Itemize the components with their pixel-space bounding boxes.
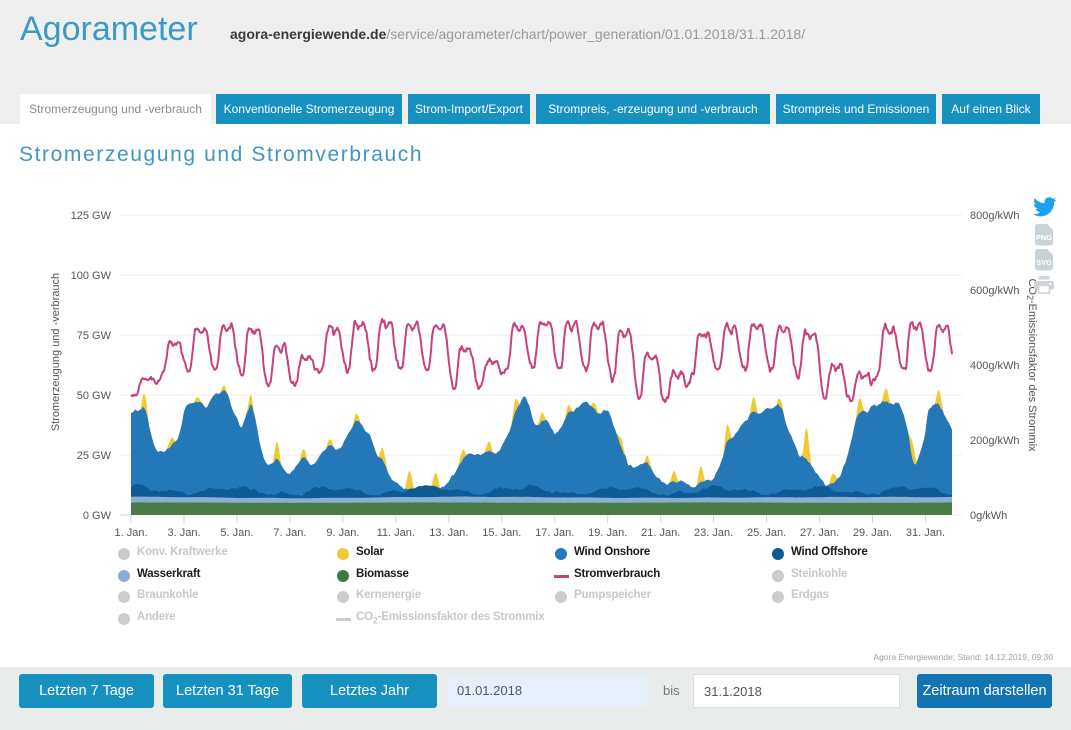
svg-text:5. Jan.: 5. Jan. bbox=[220, 527, 253, 539]
svg-text:27. Jan.: 27. Jan. bbox=[800, 527, 839, 539]
svg-text:SVG: SVG bbox=[1036, 258, 1052, 267]
svg-text:21. Jan.: 21. Jan. bbox=[641, 527, 680, 539]
svg-text:15. Jan.: 15. Jan. bbox=[482, 527, 521, 539]
svg-text:29. Jan.: 29. Jan. bbox=[853, 527, 892, 539]
svg-text:400g/kWh: 400g/kWh bbox=[970, 360, 1020, 372]
svg-text:0g/kWh: 0g/kWh bbox=[970, 510, 1007, 522]
svg-text:Stromerzeugung und -verbrauch: Stromerzeugung und -verbrauch bbox=[50, 273, 62, 431]
svg-text:17. Jan.: 17. Jan. bbox=[535, 527, 574, 539]
svg-text:200g/kWh: 200g/kWh bbox=[970, 435, 1020, 447]
svg-text:600g/kWh: 600g/kWh bbox=[970, 285, 1020, 297]
svg-text:7. Jan.: 7. Jan. bbox=[273, 527, 306, 539]
svg-text:13. Jan.: 13. Jan. bbox=[429, 527, 468, 539]
svg-text:CO2-Emissionsfaktor des Stromm: CO2-Emissionsfaktor des Strommix bbox=[1025, 278, 1038, 452]
svg-text:11. Jan.: 11. Jan. bbox=[377, 527, 415, 539]
svg-text:50 GW: 50 GW bbox=[77, 390, 112, 402]
svg-text:800g/kWh: 800g/kWh bbox=[970, 210, 1020, 222]
svg-text:100 GW: 100 GW bbox=[71, 270, 112, 282]
svg-text:75 GW: 75 GW bbox=[77, 330, 112, 342]
svg-text:1. Jan.: 1. Jan. bbox=[114, 527, 147, 539]
svg-text:125 GW: 125 GW bbox=[71, 210, 112, 222]
svg-text:9. Jan.: 9. Jan. bbox=[326, 527, 359, 539]
svg-text:31. Jan.: 31. Jan. bbox=[906, 527, 945, 539]
svg-text:25 GW: 25 GW bbox=[77, 450, 112, 462]
svg-text:23. Jan.: 23. Jan. bbox=[694, 527, 733, 539]
svg-text:PNG: PNG bbox=[1036, 233, 1052, 242]
svg-text:19. Jan.: 19. Jan. bbox=[588, 527, 627, 539]
svg-text:0 GW: 0 GW bbox=[83, 510, 112, 522]
svg-text:25. Jan.: 25. Jan. bbox=[747, 527, 786, 539]
svg-text:3. Jan.: 3. Jan. bbox=[167, 527, 200, 539]
